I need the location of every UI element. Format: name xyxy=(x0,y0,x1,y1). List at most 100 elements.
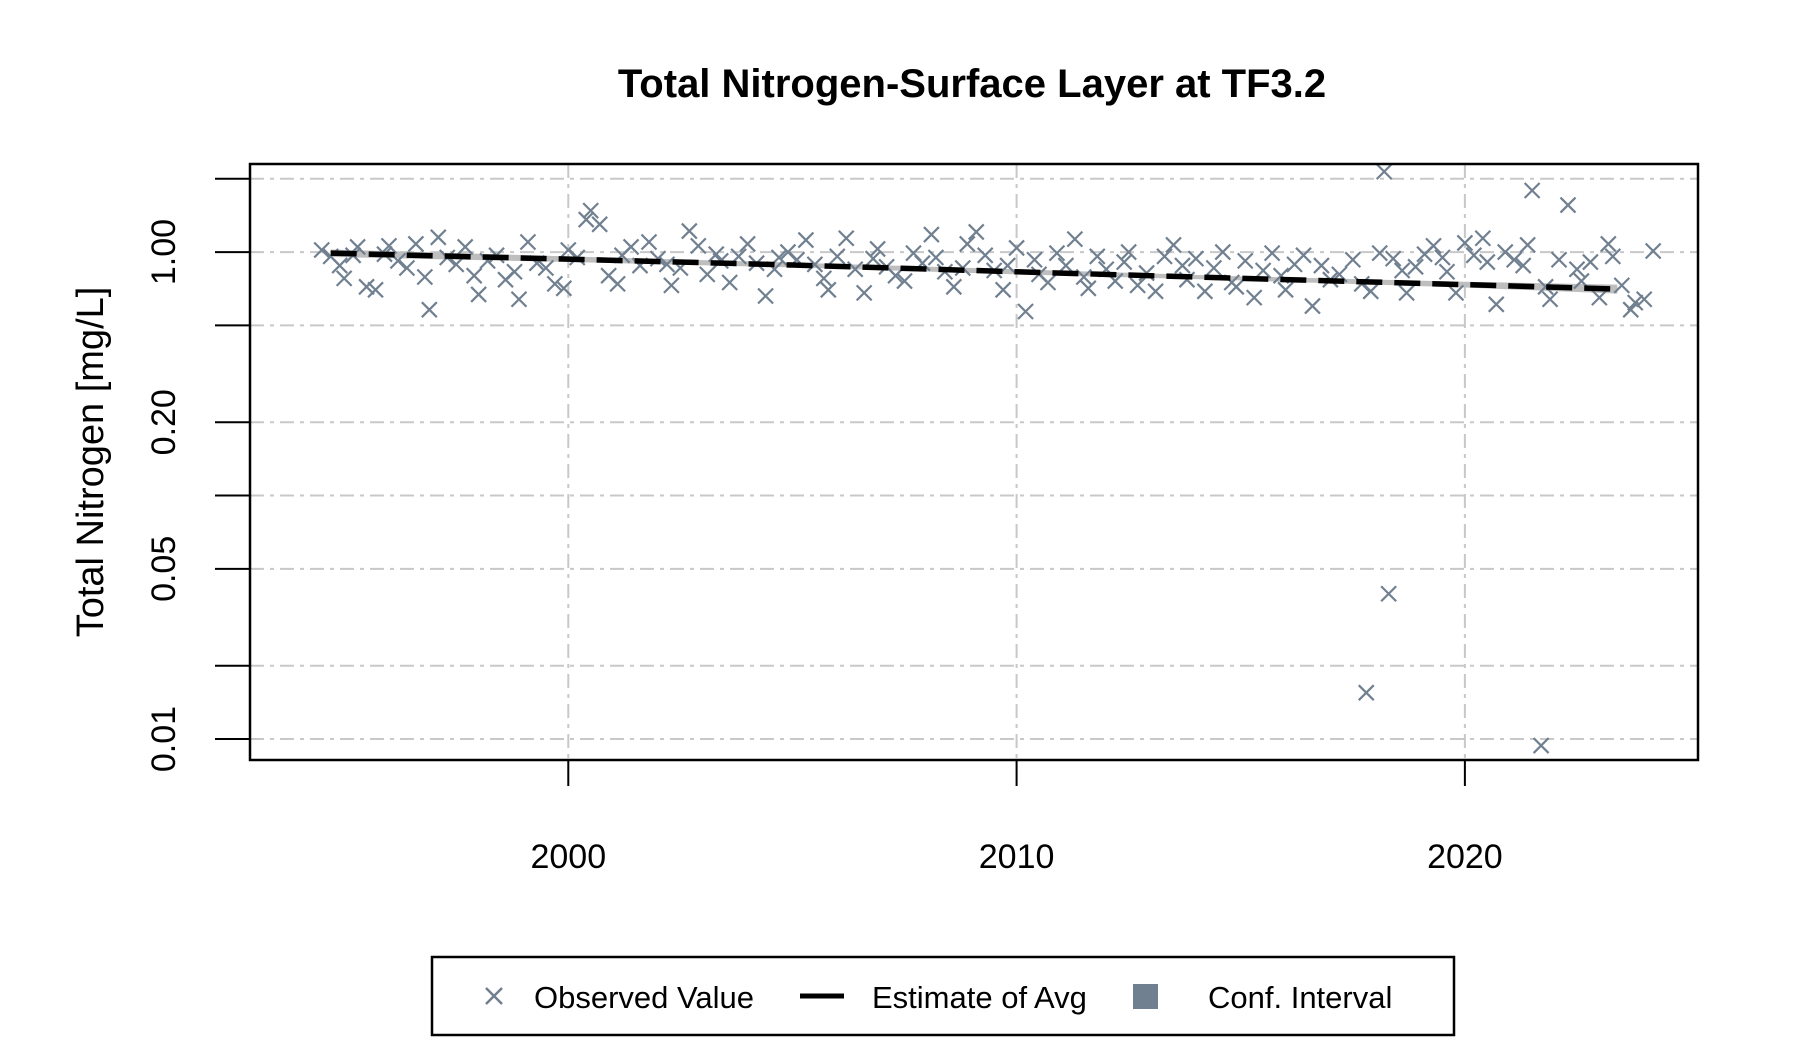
observed-point xyxy=(681,222,698,240)
y-axis-label: Total Nitrogen [mg/L] xyxy=(70,287,112,638)
observed-point xyxy=(1600,235,1617,253)
chart-title: Total Nitrogen-Surface Layer at TF3.2 xyxy=(618,62,1326,106)
observed-point xyxy=(663,277,680,294)
observed-point xyxy=(1313,257,1330,274)
observed-point xyxy=(367,281,384,299)
observed-point xyxy=(1375,163,1393,180)
observed-point xyxy=(1295,247,1312,264)
observed-point xyxy=(1174,257,1191,274)
observed-point xyxy=(1474,229,1492,247)
observed-point xyxy=(1039,274,1057,291)
observed-point xyxy=(555,280,573,297)
observed-point xyxy=(739,235,756,253)
observed-point xyxy=(855,284,873,302)
observed-point xyxy=(721,274,738,291)
observed-point xyxy=(1089,248,1106,265)
observed-point xyxy=(1080,280,1097,297)
observed-point xyxy=(1075,268,1093,286)
x-tick-label: 2010 xyxy=(979,838,1055,876)
observed-point xyxy=(1514,257,1532,274)
observed-point xyxy=(1129,277,1146,294)
legend-x-marker xyxy=(485,987,503,1005)
observed-point xyxy=(1384,250,1402,267)
observed-point xyxy=(994,281,1012,299)
observed-point xyxy=(976,247,994,264)
observed-point xyxy=(430,229,447,246)
observed-point xyxy=(1362,283,1380,300)
observed-point xyxy=(1344,251,1362,269)
observed-point xyxy=(1447,284,1465,302)
observed-point xyxy=(470,286,487,303)
observed-point xyxy=(1487,296,1505,313)
x-tick-label: 2000 xyxy=(530,838,606,876)
observed-point xyxy=(658,256,676,273)
observed-point xyxy=(1277,281,1294,299)
observed-point xyxy=(1519,236,1536,254)
observed-point xyxy=(1438,263,1456,281)
observed-point xyxy=(967,223,985,241)
observed-point xyxy=(537,259,555,277)
observed-point xyxy=(1214,243,1232,261)
observed-point xyxy=(923,226,940,243)
observed-point xyxy=(1254,262,1272,279)
observed-point xyxy=(1550,251,1568,269)
legend-label-estimate: Estimate of Avg xyxy=(872,980,1087,1015)
observed-point xyxy=(837,229,855,247)
legend-item-ci: Conf. Interval xyxy=(1133,980,1392,1015)
y-tick-label: 0.05 xyxy=(145,536,183,602)
observed-point xyxy=(1532,737,1550,754)
observed-point xyxy=(1357,684,1375,701)
estimate-line xyxy=(330,250,1618,292)
observed-point xyxy=(828,248,846,265)
observed-point xyxy=(820,281,837,299)
observed-point xyxy=(582,202,599,219)
y-tick-label: 1.00 xyxy=(145,219,183,285)
observed-point xyxy=(1115,253,1133,271)
observed-point xyxy=(510,290,528,308)
observed-point xyxy=(407,235,425,253)
observed-point xyxy=(1026,251,1043,269)
legend-box xyxy=(430,955,1456,1037)
observed-point xyxy=(757,287,774,305)
observed-point xyxy=(465,267,483,284)
observed-point xyxy=(945,278,963,296)
x-tick-label: 2020 xyxy=(1427,838,1503,876)
observed-point xyxy=(1465,247,1483,264)
observed-point xyxy=(380,237,398,255)
observed-point xyxy=(506,263,523,281)
observed-point xyxy=(815,270,833,287)
observed-point xyxy=(577,211,595,228)
observed-point xyxy=(331,257,348,274)
observed-point xyxy=(1582,253,1599,271)
observed-point xyxy=(869,240,886,258)
y-axis: 0.01 0.05 0.20 1.00 xyxy=(145,177,250,772)
observed-point xyxy=(421,301,438,318)
observed-point xyxy=(999,257,1016,274)
legend: Observed Value Estimate of Avg Conf. Int… xyxy=(430,955,1456,1037)
observed-point xyxy=(1263,244,1281,262)
observed-point xyxy=(1537,278,1554,296)
observed-point xyxy=(1165,236,1182,254)
observed-point xyxy=(1245,289,1263,306)
observed-point xyxy=(1604,248,1622,265)
observed-point xyxy=(690,237,707,255)
observed-point xyxy=(698,266,716,283)
observed-point xyxy=(1523,182,1541,199)
observed-point xyxy=(1425,237,1442,255)
observed-point xyxy=(1236,252,1254,270)
grid-layer xyxy=(250,164,1698,760)
observed-point xyxy=(1156,248,1173,265)
observed-point xyxy=(958,235,976,253)
observed-point xyxy=(1380,585,1397,603)
observed-point xyxy=(1407,258,1424,276)
observed-point xyxy=(622,238,640,256)
observed-point xyxy=(640,233,658,251)
observed-point xyxy=(1626,294,1644,311)
observed-point xyxy=(1120,243,1137,261)
observed-point xyxy=(1017,303,1034,320)
observed-point xyxy=(1393,262,1411,279)
x-axis: 2000 2010 2020 xyxy=(530,760,1503,876)
observed-point xyxy=(1205,259,1223,277)
